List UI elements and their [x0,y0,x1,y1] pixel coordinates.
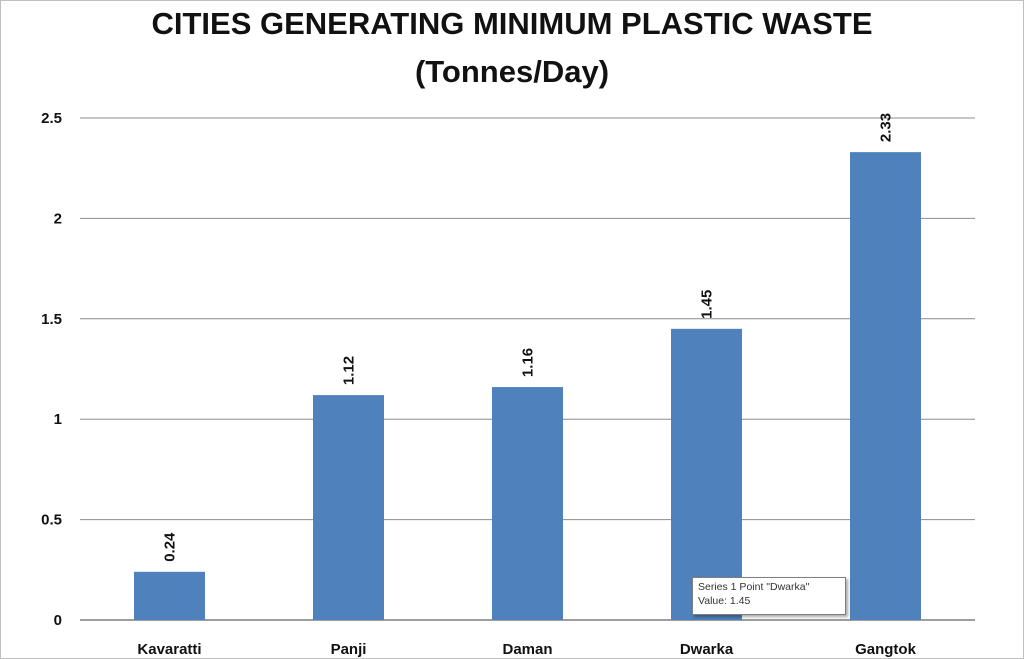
tooltip-value: Value: 1.45 [698,595,751,607]
data-point-tooltip: Series 1 Point "Dwarka" Value: 1.45 [692,577,846,615]
x-tick-label: Kavaratti [137,641,201,658]
y-tick-label: 1 [54,411,62,428]
y-tick-label: 1.5 [41,311,62,328]
y-tick-label: 0 [54,612,62,629]
bar [313,395,384,620]
x-tick-label: Panji [331,641,367,658]
bar [850,152,921,621]
y-tick-label: 2 [54,210,62,227]
bar [671,328,742,620]
bar [492,387,563,620]
chart-title: CITIES GENERATING MINIMUM PLASTIC WASTE [151,6,873,41]
x-tick-label: Gangtok [855,641,916,658]
x-tick-label: Daman [502,641,552,658]
data-label: 1.16 [520,348,537,377]
data-label: 2.33 [878,113,895,142]
x-tick-label: Dwarka [680,641,734,658]
bar [134,571,205,620]
tooltip-series-point: Series 1 Point "Dwarka" [698,581,810,593]
data-label: 0.24 [162,532,179,562]
y-tick-label: 0.5 [41,512,62,529]
data-label: 1.12 [341,356,358,385]
chart-subtitle: (Tonnes/Day) [414,54,610,89]
data-label: 1.45 [699,290,716,319]
y-tick-label: 2.5 [41,110,62,127]
